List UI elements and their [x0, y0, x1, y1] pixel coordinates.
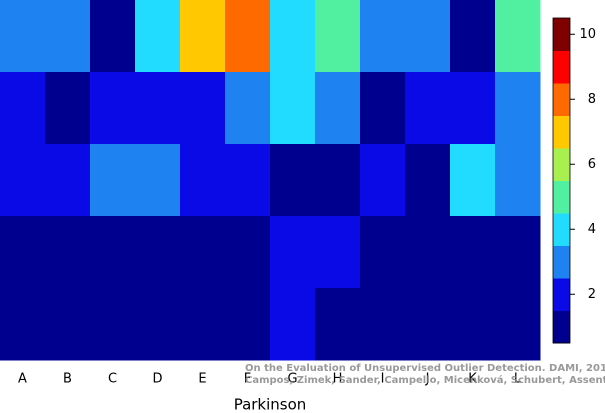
heatmap-cell: [405, 144, 451, 217]
colorbar-segment: [553, 245, 570, 279]
heatmap-cell: [270, 72, 316, 145]
heatmap-cell: [45, 288, 91, 361]
heatmap-cell: [315, 72, 361, 145]
heatmap-cell: [360, 288, 406, 361]
colorbar-segment: [553, 278, 570, 311]
heatmap-cell: [0, 144, 46, 217]
colorbar-tick-label: 10: [579, 27, 596, 42]
x-tick-label: A: [18, 372, 27, 387]
heatmap-cell: [180, 216, 226, 289]
heatmap-cell: [405, 216, 451, 289]
x-tick-label: J: [425, 372, 430, 387]
heatmap-cell: [90, 0, 136, 73]
heatmap-cell: [270, 288, 316, 361]
heatmap-cell: [0, 288, 46, 361]
heatmap-cell: [405, 72, 451, 145]
x-tick-label: G: [287, 372, 297, 387]
colorbar-segment: [553, 310, 570, 344]
heatmap-cell: [315, 288, 361, 361]
colorbar-segment: [553, 180, 570, 214]
x-tick-label: B: [63, 372, 72, 387]
heatmap-cell: [180, 144, 226, 217]
heatmap-cell: [45, 72, 91, 145]
colorbar-segment: [553, 18, 570, 51]
heatmap-cell: [135, 72, 181, 145]
heatmap-cell: [135, 288, 181, 361]
heatmap-cell: [180, 72, 226, 145]
colorbar-tick-label: 6: [588, 157, 596, 172]
heatmap-cell: [0, 216, 46, 289]
colorbar-tick-label: 8: [588, 92, 596, 107]
x-tick-label: D: [152, 372, 162, 387]
heatmap-cell: [315, 216, 361, 289]
colorbar-tick-label: 4: [588, 222, 596, 237]
colorbar-segment: [553, 148, 570, 181]
heatmap-cell: [225, 72, 271, 145]
heatmap-cell: [90, 216, 136, 289]
heatmap-cell: [270, 0, 316, 73]
heatmap-cell: [45, 0, 91, 73]
watermark: On the Evaluation of Unsupervised Outlie…: [245, 363, 605, 374]
heatmap-cell: [495, 72, 541, 145]
heatmap-cell: [90, 144, 136, 217]
heatmap-cell: [135, 216, 181, 289]
heatmap-cell: [225, 0, 271, 73]
heatmap-cell: [225, 144, 271, 217]
heatmap-cell: [450, 216, 496, 289]
colorbar-segment: [553, 115, 570, 149]
heatmap-cell: [0, 72, 46, 145]
heatmap-cell: [450, 0, 496, 73]
heatmap-cell: [405, 288, 451, 361]
x-tick-label: K: [468, 372, 477, 387]
heatmap-cell: [450, 72, 496, 145]
heatmap-cell: [90, 288, 136, 361]
x-tick-label: H: [333, 372, 343, 387]
colorbar-tick-label: 2: [588, 287, 596, 302]
x-axis-label: Parkinson: [234, 396, 307, 413]
watermark: Campos, Zimek, Sander, Campello, Micenko…: [245, 374, 605, 386]
colorbar-segment: [553, 50, 570, 84]
heatmap-cell: [495, 0, 541, 73]
heatmap-cell: [180, 288, 226, 361]
heatmap-cell: [0, 0, 46, 73]
x-tick-label: L: [514, 372, 522, 387]
colorbar-segment: [553, 83, 570, 116]
heatmap-cell: [225, 216, 271, 289]
heatmap-cell: [180, 0, 226, 73]
heatmap-cell: [360, 72, 406, 145]
heatmap-cell: [135, 0, 181, 73]
heatmap-cell: [450, 288, 496, 361]
x-tick-label: C: [108, 372, 117, 387]
heatmap-cell: [315, 144, 361, 217]
heatmap-cell: [315, 0, 361, 73]
heatmap-cell: [495, 144, 541, 217]
heatmap-cell: [360, 216, 406, 289]
heatmap-cell: [450, 144, 496, 217]
x-tick-label: I: [381, 372, 385, 387]
heatmap-cell: [360, 0, 406, 73]
heatmap-cell: [270, 216, 316, 289]
heatmap-cell: [135, 144, 181, 217]
heatmap-cell: [405, 0, 451, 73]
heatmap-cell: [225, 288, 271, 361]
heatmap-cell: [270, 144, 316, 217]
colorbar-frame: [552, 17, 571, 344]
x-tick-label: F: [244, 372, 251, 387]
heatmap-cell: [495, 288, 541, 361]
heatmap-cell: [495, 216, 541, 289]
heatmap-cell: [45, 216, 91, 289]
heatmap-cell: [360, 144, 406, 217]
heatmap-cell: [90, 72, 136, 145]
colorbar-segment: [553, 213, 570, 246]
heatmap-cell: [45, 144, 91, 217]
x-tick-label: E: [198, 372, 206, 387]
